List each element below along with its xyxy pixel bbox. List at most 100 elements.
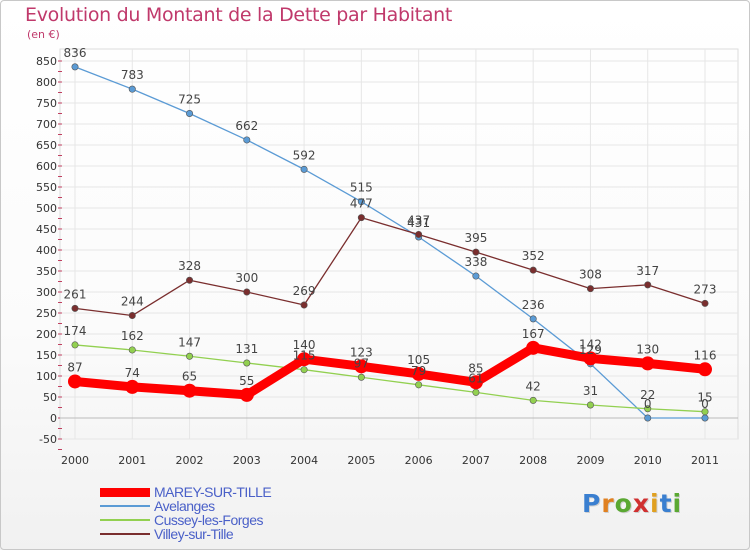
y-tick-label: -50 [39,433,57,446]
data-label: 162 [121,329,144,343]
y-tick-label: 50 [43,391,57,404]
data-label: 142 [579,337,602,351]
data-label: 0 [644,397,652,411]
y-tick-label: 450 [36,223,57,236]
proxiti-logo: Proxiti [582,489,683,518]
data-point [701,414,709,422]
data-point [125,379,140,394]
data-point [415,381,423,389]
data-label: 105 [407,353,430,367]
data-point [529,266,537,274]
data-point [71,341,79,349]
data-point [701,408,709,416]
data-label: 22 [640,388,655,402]
chart-unit-label: (en €) [27,28,60,41]
data-label: 437 [407,213,430,227]
data-label: 317 [636,264,659,278]
x-tick-label: 2000 [61,454,89,467]
plot-area [59,48,739,440]
series-line-Cussey-les-Forges [74,344,706,413]
y-tick-label: 250 [36,307,57,320]
data-point [128,346,136,354]
y-tick-label: 150 [36,349,57,362]
data-label: 269 [293,284,316,298]
data-label: 129 [579,343,602,357]
data-point [357,373,365,381]
y-tick-label: 700 [36,118,57,131]
data-point [644,405,652,413]
data-label: 31 [583,384,598,398]
data-point [186,276,194,284]
data-label: 515 [350,181,373,195]
series-line-Avelanges [74,66,706,419]
data-point [243,359,251,367]
data-point [354,359,369,374]
x-tick-label: 2011 [691,454,719,467]
legend-label: Villey-sur-Tille [154,526,234,542]
y-tick-label: 0 [50,412,57,425]
data-point [239,387,254,402]
legend-label: Avelanges [154,498,215,514]
data-point [357,198,365,206]
legend-item: MAREY-SUR-TILLE [100,484,272,500]
data-point [128,85,136,93]
data-point [186,352,194,360]
data-label: 130 [636,342,659,356]
legend-swatch [100,519,150,521]
data-label: 395 [464,231,487,245]
x-tick-label: 2002 [176,454,204,467]
data-label: 147 [178,335,201,349]
data-label: 352 [522,249,545,263]
data-point [586,285,594,293]
legend-swatch [100,505,150,507]
data-label: 116 [694,348,717,362]
legend-label: Cussey-les-Forges [154,512,263,528]
x-tick-label: 2009 [576,454,604,467]
data-label: 42 [526,379,541,393]
data-point [300,165,308,173]
x-tick-label: 2008 [519,454,547,467]
y-tick-label: 750 [36,97,57,110]
data-label: 0 [701,397,709,411]
x-tick-label: 2007 [462,454,490,467]
legend-item: Avelanges [100,499,271,513]
data-point [472,272,480,280]
data-point [468,375,483,390]
data-label: 662 [235,119,258,133]
y-tick-label: 300 [36,286,57,299]
data-point [71,304,79,312]
legend-label: MAREY-SUR-TILLE [154,484,272,500]
data-point [243,288,251,296]
y-tick-label: 800 [36,76,57,89]
data-point [644,281,652,289]
data-point [526,340,541,355]
legend-swatch [100,487,150,497]
data-label: 338 [464,255,487,269]
data-point [300,301,308,309]
y-tick-label: 500 [36,202,57,215]
data-point [644,414,652,422]
legend-swatch [100,533,150,535]
y-tick-label: 650 [36,139,57,152]
data-label: 74 [125,366,140,380]
y-tick-label: 100 [36,370,57,383]
data-label: 783 [121,68,144,82]
data-point [411,366,426,381]
data-label: 308 [579,268,602,282]
data-point [472,388,480,396]
x-tick-label: 2006 [405,454,433,467]
data-label: 273 [694,282,717,296]
data-label: 431 [407,216,430,230]
y-tick-label: 400 [36,244,57,257]
series-line-MAREY-SUR-TILLE [70,343,710,400]
data-label: 174 [64,324,87,338]
y-tick-label: 350 [36,265,57,278]
data-label: 836 [64,46,87,60]
chart-legend: MAREY-SUR-TILLE Avelanges Cussey-les-Forge… [100,484,272,542]
x-tick-label: 2003 [233,454,261,467]
data-label: 115 [293,349,316,363]
data-point [71,63,79,71]
data-point [415,230,423,238]
data-point [701,299,709,307]
